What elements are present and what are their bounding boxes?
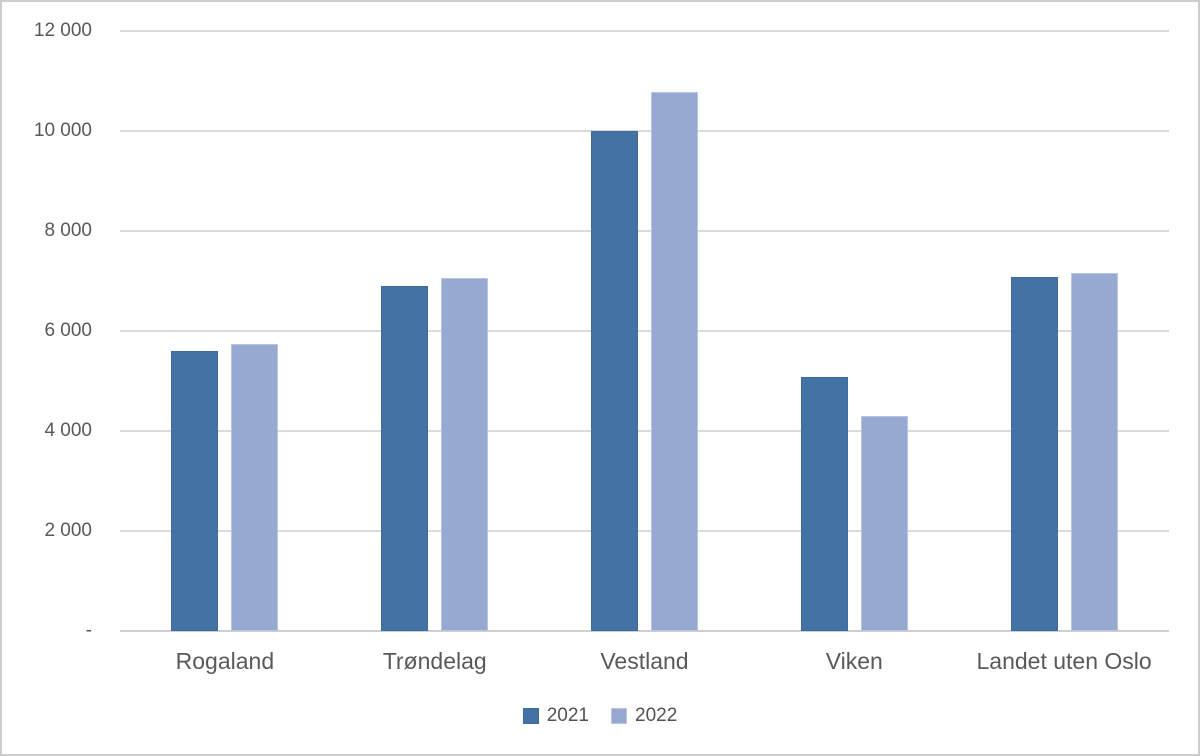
x-category-label-viken: Viken	[825, 648, 883, 674]
bar-2021-landet-uten-oslo	[1010, 276, 1058, 631]
bar-2021-trøndelag	[381, 286, 429, 631]
x-category-label-rogaland: Rogaland	[175, 648, 275, 674]
legend-item-2022: 2022	[611, 705, 677, 727]
legend-swatch-2021	[522, 708, 539, 724]
y-tick-label-4000: 4 000	[44, 420, 92, 441]
legend: 2021 2022	[2, 702, 1198, 730]
y-tick-label-0: -	[85, 620, 92, 641]
y-tick-label-8000: 8 000	[44, 220, 92, 241]
bar-2022-vestland	[651, 91, 698, 631]
gridline-6000	[120, 330, 1169, 332]
plot-area	[120, 30, 1169, 632]
x-category-label-trøndelag: Trøndelag	[382, 648, 487, 674]
bar-2022-landet-uten-oslo	[1070, 272, 1118, 631]
gridline-10000	[120, 130, 1169, 132]
x-axis-line	[120, 630, 1169, 632]
x-category-label-vestland: Vestland	[600, 648, 689, 674]
y-tick-label-12000: 12 000	[33, 20, 92, 41]
y-tick-label-10000: 10 000	[33, 120, 92, 141]
bar-2022-viken	[860, 415, 908, 631]
bar-2021-viken	[800, 377, 848, 631]
legend-label-2021: 2021	[546, 705, 589, 726]
bar-2022-trøndelag	[441, 278, 489, 631]
bar-2021-rogaland	[171, 351, 219, 631]
y-tick-label-2000: 2 000	[44, 520, 92, 541]
y-tick-label-6000: 6 000	[44, 320, 92, 341]
legend-swatch-2022	[611, 708, 627, 724]
gridline-8000	[120, 230, 1169, 232]
gridline-4000	[120, 430, 1169, 432]
legend-label-2022: 2022	[635, 705, 678, 726]
gridline-2000	[120, 530, 1169, 532]
legend-item-2021: 2021	[522, 705, 589, 727]
bar-2022-rogaland	[231, 343, 279, 631]
gridline-12000	[120, 30, 1169, 32]
bar-2021-vestland	[591, 131, 638, 631]
x-category-label-landet-uten-oslo: Landet uten Oslo	[976, 648, 1152, 674]
